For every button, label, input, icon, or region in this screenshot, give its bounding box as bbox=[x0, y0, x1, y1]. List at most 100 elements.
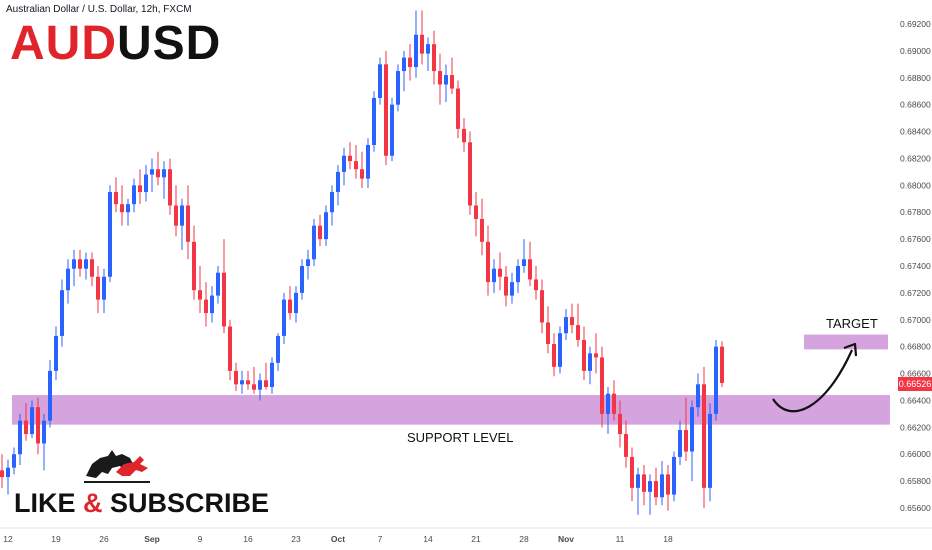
candle-body bbox=[288, 299, 292, 314]
price-axis[interactable]: 0.69200 0.69000 0.68800 0.68600 0.68400 0.682… bbox=[893, 0, 932, 528]
candle-body bbox=[54, 335, 58, 371]
candle-body bbox=[360, 169, 364, 179]
candle bbox=[714, 339, 718, 421]
candle-body bbox=[462, 128, 466, 143]
candle bbox=[528, 241, 532, 287]
candle-body bbox=[414, 34, 418, 68]
price-tick-label: 0.68800 bbox=[900, 73, 931, 83]
candle-body bbox=[582, 339, 586, 371]
candle bbox=[354, 145, 358, 179]
candle-body bbox=[90, 259, 94, 277]
candle bbox=[222, 239, 226, 334]
candle-body bbox=[300, 266, 304, 293]
candle-body bbox=[180, 205, 184, 226]
candle-body bbox=[624, 434, 628, 457]
candle bbox=[96, 266, 100, 314]
candle-body bbox=[108, 192, 112, 277]
candle-body bbox=[252, 384, 256, 390]
candle-body bbox=[402, 57, 406, 72]
candle bbox=[390, 97, 394, 162]
time-tick-label: 21 bbox=[471, 534, 481, 544]
cta-subscribe: SUBSCRIBE bbox=[110, 488, 270, 518]
candle-body bbox=[306, 259, 310, 266]
candle bbox=[342, 147, 346, 186]
candle-body bbox=[492, 268, 496, 283]
time-tick-label: 28 bbox=[519, 534, 529, 544]
price-tick-label: 0.68600 bbox=[900, 100, 931, 110]
candle bbox=[492, 259, 496, 293]
candle bbox=[150, 158, 154, 193]
candle-body bbox=[312, 225, 316, 260]
candles bbox=[0, 10, 724, 515]
time-tick-label: Oct bbox=[331, 534, 345, 544]
candle-body bbox=[132, 185, 136, 205]
candle bbox=[708, 403, 712, 502]
candle bbox=[450, 57, 454, 94]
candle bbox=[414, 10, 418, 78]
candle bbox=[228, 319, 232, 381]
candle bbox=[462, 118, 466, 152]
time-tick-label: 12 bbox=[3, 534, 13, 544]
candle bbox=[402, 50, 406, 92]
candle-body bbox=[672, 456, 676, 495]
candle-body bbox=[720, 346, 724, 383]
candle bbox=[48, 360, 52, 428]
candle bbox=[168, 158, 172, 215]
candle bbox=[234, 362, 238, 392]
candle bbox=[264, 362, 268, 390]
candle bbox=[84, 252, 88, 280]
price-tick-label: 0.67000 bbox=[900, 315, 931, 325]
candle-body bbox=[432, 44, 436, 72]
time-tick-label: 26 bbox=[99, 534, 109, 544]
candle bbox=[474, 192, 478, 237]
candle bbox=[480, 198, 484, 256]
candle-body bbox=[42, 420, 46, 444]
candle-body bbox=[684, 430, 688, 452]
candle-body bbox=[162, 169, 166, 178]
support-zone bbox=[12, 395, 890, 425]
candle-body bbox=[216, 272, 220, 296]
candle bbox=[360, 151, 364, 189]
candle bbox=[300, 259, 304, 300]
curved-arrow-icon bbox=[772, 349, 854, 413]
candle bbox=[60, 279, 64, 347]
candle-body bbox=[606, 393, 610, 414]
price-tick-label: 0.67200 bbox=[900, 288, 931, 298]
candle bbox=[24, 403, 28, 441]
candle-body bbox=[144, 174, 148, 193]
candle bbox=[648, 474, 652, 515]
candle-body bbox=[126, 204, 130, 213]
price-tick-label: 0.66800 bbox=[900, 342, 931, 352]
target-zone bbox=[804, 334, 888, 350]
candle bbox=[102, 268, 106, 314]
candle bbox=[6, 459, 10, 495]
candle bbox=[606, 387, 610, 435]
candle bbox=[162, 161, 166, 199]
candle bbox=[438, 53, 442, 105]
candle bbox=[192, 225, 196, 300]
time-axis[interactable]: 12 19 26 Sep 9 16 23 Oct 7 14 21 28 Nov 11 18 bbox=[0, 527, 932, 544]
candle-body bbox=[552, 343, 556, 367]
candle-body bbox=[666, 474, 670, 495]
bull-bear-logo-icon bbox=[84, 450, 150, 483]
candle bbox=[288, 286, 292, 320]
candle bbox=[378, 57, 382, 105]
candle bbox=[588, 346, 592, 385]
candle-body bbox=[366, 145, 370, 179]
candle-body bbox=[48, 370, 52, 421]
time-tick-label: Sep bbox=[144, 534, 160, 544]
candle bbox=[432, 30, 436, 85]
candle-body bbox=[534, 279, 538, 291]
candle-body bbox=[456, 88, 460, 129]
candle-body bbox=[228, 326, 232, 371]
cta-amp: & bbox=[83, 488, 103, 518]
candle-body bbox=[102, 276, 106, 300]
candle-body bbox=[294, 292, 298, 314]
candle-body bbox=[588, 353, 592, 371]
price-tick-label: 0.68000 bbox=[900, 180, 931, 190]
price-tick-label: 0.66400 bbox=[900, 395, 931, 405]
candle bbox=[696, 373, 700, 417]
candle bbox=[612, 380, 616, 421]
candle bbox=[156, 151, 160, 186]
